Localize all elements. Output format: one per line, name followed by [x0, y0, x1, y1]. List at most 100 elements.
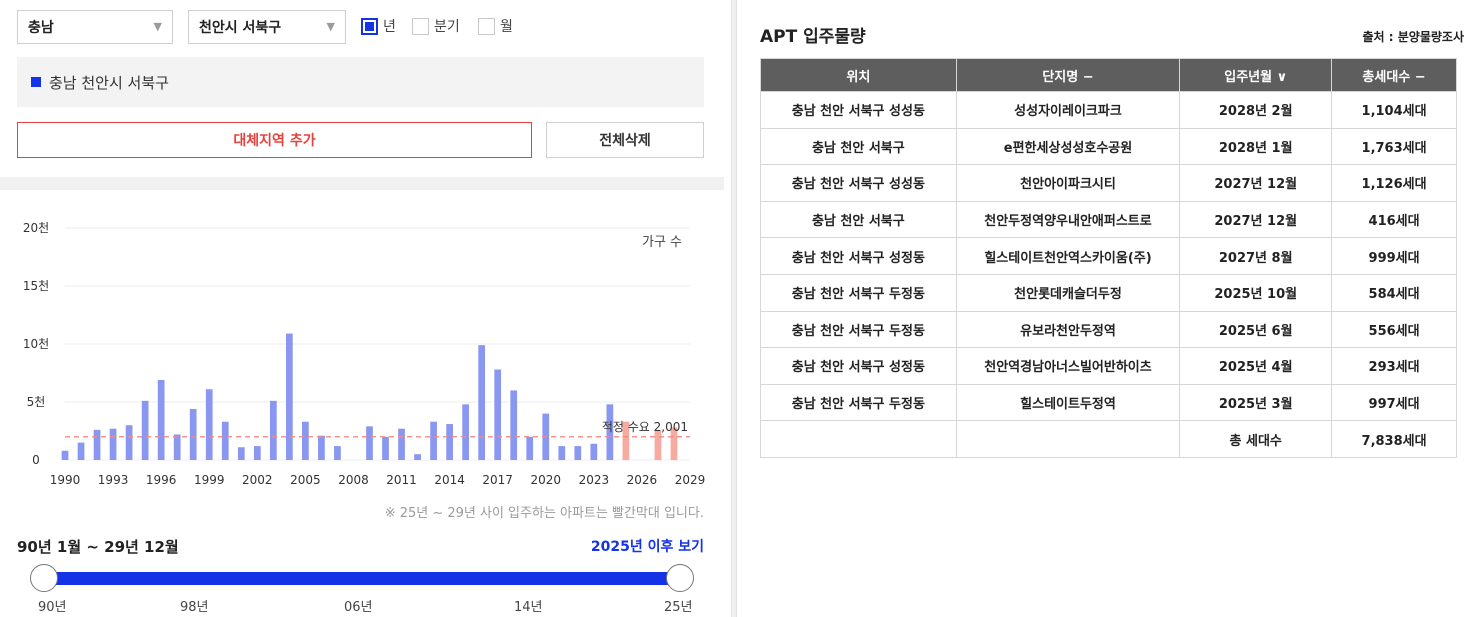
cell-total-units: 999세대 — [1331, 237, 1457, 275]
left-panel: 충남 ▼ 천안시 서북구 ▼ 년 분기 월 충남 천안시 서북구 대체지역 추가… — [0, 0, 724, 617]
cell-move-in-date: 2028년 1월 — [1179, 127, 1333, 166]
slider-label: 90년 — [38, 600, 67, 615]
bar — [510, 390, 518, 460]
range-slider-track[interactable] — [44, 572, 680, 585]
bar — [93, 429, 101, 460]
cell-complex-name: 힐스테이트두정역 — [955, 383, 1181, 422]
bar — [61, 450, 69, 460]
bar — [462, 404, 470, 460]
x-tick-label: 1993 — [98, 473, 129, 487]
bar — [366, 426, 373, 460]
y-tick-label: 5천 — [27, 394, 46, 409]
after-2025-link[interactable]: 2025년 이후 보기 — [590, 539, 704, 555]
cell-location: 충남 천안 서북구 성정동 — [760, 237, 957, 275]
checkbox-quarter-label: 분기 — [434, 19, 460, 35]
chart-note: ※ 25년 ~ 29년 사이 입주하는 아파트는 빨간막대 입니다. — [384, 506, 704, 521]
bar — [526, 436, 534, 460]
cell-total-units: 1,104세대 — [1331, 91, 1457, 129]
cell-move-in-date: 2028년 2월 — [1179, 91, 1333, 129]
table-row: 충남 천안 서북구 두정동 천안롯데캐슬더두정 2025년 10월 584세대 — [760, 273, 1457, 312]
cell-location: 충남 천안 서북구 성성동 — [760, 164, 957, 202]
col-location: 위치 — [760, 58, 957, 92]
bar — [141, 400, 149, 460]
cell-total-units: 293세대 — [1331, 347, 1457, 385]
cell-total-units: 997세대 — [1331, 383, 1457, 422]
bar — [478, 345, 486, 460]
bar-future — [622, 421, 630, 460]
cell-empty — [760, 420, 957, 458]
checkbox-year[interactable] — [361, 18, 378, 35]
x-tick-label: 1990 — [50, 473, 81, 487]
cell-total-units: 416세대 — [1331, 200, 1457, 239]
province-select[interactable]: 충남 ▼ — [17, 10, 173, 44]
bar — [221, 421, 229, 460]
bar-future — [654, 429, 662, 460]
checkbox-quarter[interactable] — [412, 18, 429, 35]
cell-move-in-date: 2025년 6월 — [1179, 310, 1333, 349]
selected-region-bar: 충남 천안시 서북구 — [17, 57, 704, 107]
supply-chart: 0 5천 10천 15천 20천 1990 1993 1996 1999 2002 2005 2008… — [23, 220, 705, 487]
bar — [109, 428, 117, 460]
slider-label: 06년 — [344, 600, 373, 615]
x-tick-label: 2014 — [434, 473, 465, 487]
panel-divider[interactable] — [731, 0, 737, 617]
y-tick-label: 0 — [32, 453, 40, 467]
cell-total-units: 1,763세대 — [1331, 127, 1457, 166]
y-tick-label: 10천 — [23, 336, 49, 351]
range-text: 90년 1월 ~ 29년 12월 — [17, 538, 179, 556]
slider-label: 25년 — [664, 600, 693, 615]
cell-complex-name: 유보라천안두정역 — [955, 310, 1181, 349]
cell-empty — [955, 420, 1181, 458]
x-tick-label: 2023 — [579, 473, 610, 487]
bar — [157, 379, 165, 460]
table-row: 충남 천안 서북구 성성동 성성자이레이크파크 2028년 2월 1,104세대 — [760, 91, 1457, 129]
table-row: 충남 천안 서북구 성성동 천안아이파크시티 2027년 12월 1,126세대 — [760, 164, 1457, 202]
x-tick-label: 1996 — [146, 473, 177, 487]
total-value: 7,838세대 — [1331, 420, 1457, 458]
bar — [318, 435, 325, 460]
cell-location: 충남 천안 서북구 — [760, 200, 957, 239]
bar — [494, 369, 502, 460]
col-move-in-date[interactable]: 입주년월 ∨ — [1179, 58, 1333, 92]
bar-future — [670, 427, 678, 460]
bar — [302, 421, 309, 460]
bar — [173, 434, 181, 460]
bar — [382, 436, 389, 460]
add-region-button[interactable]: 대체지역 추가 — [17, 122, 532, 158]
bar — [414, 454, 421, 460]
x-tick-label: 2002 — [242, 473, 273, 487]
delete-all-button[interactable]: 전체삭제 — [546, 122, 704, 158]
range-slider-start-handle[interactable] — [30, 564, 58, 592]
dropdown-arrow-icon: ▼ — [326, 20, 335, 33]
table-row: 충남 천안 서북구 천안두정역양우내안애퍼스트로 2027년 12월 416세대 — [760, 200, 1457, 239]
table-row: 충남 천안 서북구 두정동 유보라천안두정역 2025년 6월 556세대 — [760, 310, 1457, 349]
cell-location: 충남 천안 서북구 — [760, 127, 957, 166]
bar — [446, 424, 453, 460]
range-slider-end-handle[interactable] — [666, 564, 694, 592]
cell-complex-name: 천안두정역양우내안애퍼스트로 — [955, 200, 1181, 239]
table-row: 충남 천안 서북구 두정동 힐스테이트두정역 2025년 3월 997세대 — [760, 383, 1457, 422]
x-tick-label: 2011 — [386, 473, 417, 487]
bar — [77, 442, 85, 460]
checkbox-year-label: 년 — [383, 19, 396, 35]
x-tick-label: 2020 — [530, 473, 561, 487]
col-total-units[interactable]: 총세대수 − — [1331, 58, 1457, 92]
region-color-swatch — [31, 77, 41, 87]
bar — [253, 446, 261, 460]
district-select[interactable]: 천안시 서북구 ▼ — [188, 10, 346, 44]
apt-table: 위치 단지명 − 입주년월 ∨ 총세대수 − 충남 천안 서북구 성성동 성성자이… — [760, 58, 1457, 458]
selected-region-label: 충남 천안시 서북구 — [49, 73, 169, 92]
col-complex-name[interactable]: 단지명 − — [955, 58, 1181, 92]
cell-move-in-date: 2025년 3월 — [1179, 383, 1333, 422]
cell-total-units: 584세대 — [1331, 273, 1457, 312]
y-tick-label: 15천 — [23, 278, 49, 293]
x-tick-label: 2005 — [290, 473, 321, 487]
cell-complex-name: 천안아이파크시티 — [955, 164, 1181, 202]
bar — [334, 446, 341, 460]
bar — [558, 446, 566, 460]
checkbox-month[interactable] — [478, 18, 495, 35]
x-tick-label: 2008 — [338, 473, 369, 487]
district-value: 천안시 서북구 — [199, 20, 282, 36]
apt-title: APT 입주물량 — [760, 27, 866, 47]
bar — [269, 400, 277, 460]
